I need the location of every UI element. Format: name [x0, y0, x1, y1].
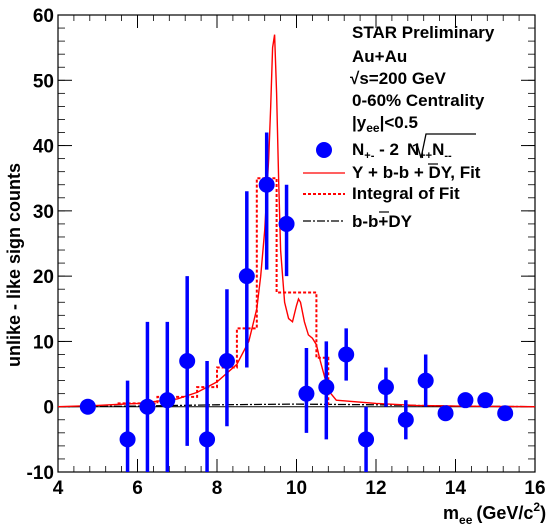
annotation-energy: √s=200 GeV	[350, 69, 446, 88]
data-point	[79, 398, 96, 415]
legend-sqrt-sign	[412, 133, 476, 159]
data-point	[497, 405, 514, 422]
data-point	[179, 353, 196, 370]
x-tick-label: 10	[286, 478, 307, 499]
data-point	[238, 268, 255, 285]
integral-step-line	[117, 177, 330, 407]
annotation-rapidity: |yee|<0.5	[352, 113, 418, 135]
x-tick-label: 14	[445, 478, 467, 499]
y-axis-label: unlike - like sign counts	[4, 163, 24, 367]
x-tick-label: 6	[132, 478, 143, 499]
y-tick-label: 60	[33, 6, 54, 27]
legend-marker-data	[316, 142, 332, 158]
legend-label-fit: Υ + b-b + DY, Fit	[352, 163, 481, 182]
data-point	[477, 392, 494, 409]
data-point	[457, 392, 474, 409]
x-tick-label: 8	[212, 478, 223, 499]
y-tick-label: 40	[33, 137, 54, 158]
data-point	[338, 346, 355, 363]
x-tick-label: 16	[524, 478, 545, 499]
y-tick-label: -10	[27, 463, 54, 484]
data-point	[119, 431, 136, 448]
x-tick-label: 4	[53, 478, 64, 499]
x-tick-label: 12	[365, 478, 386, 499]
data-point	[278, 215, 295, 232]
data-series	[79, 132, 514, 472]
tick-labels: 4 6 8 10 12 14 16 -10 0 10 20 30 40 50 60	[27, 6, 546, 499]
data-point	[397, 411, 414, 428]
y-tick-label: 10	[33, 332, 54, 353]
annotation-star-preliminary: STAR Preliminary	[352, 23, 495, 42]
y-tick-label: 50	[33, 71, 54, 92]
annotation-centrality: 0-60% Centrality	[352, 91, 485, 110]
annotation-system: Au+Au	[352, 47, 407, 66]
legend: N+- - 2 N++N-- Υ + b-b + DY, Fit Integral…	[303, 133, 481, 231]
data-point	[318, 379, 335, 396]
y-tick-label: 30	[33, 202, 54, 223]
axis-ticks	[57, 14, 536, 473]
data-point	[199, 431, 216, 448]
legend-label-baseline: b-b+DY	[352, 212, 413, 231]
legend-label-integral: Integral of Fit	[352, 184, 460, 203]
data-point	[377, 379, 394, 396]
data-point	[159, 392, 176, 409]
data-point	[258, 176, 275, 193]
data-point	[139, 398, 156, 415]
y-tick-label: 20	[33, 267, 54, 288]
data-point	[417, 372, 434, 389]
legend-label-data: N+- - 2 N++N--	[352, 140, 452, 162]
data-point	[298, 385, 315, 402]
integral-series	[117, 177, 330, 407]
data-point	[218, 353, 235, 370]
data-point	[358, 431, 375, 448]
y-tick-label: 0	[43, 398, 54, 419]
data-point	[437, 405, 454, 422]
x-axis-label: mee (GeV/c2)	[443, 500, 546, 527]
